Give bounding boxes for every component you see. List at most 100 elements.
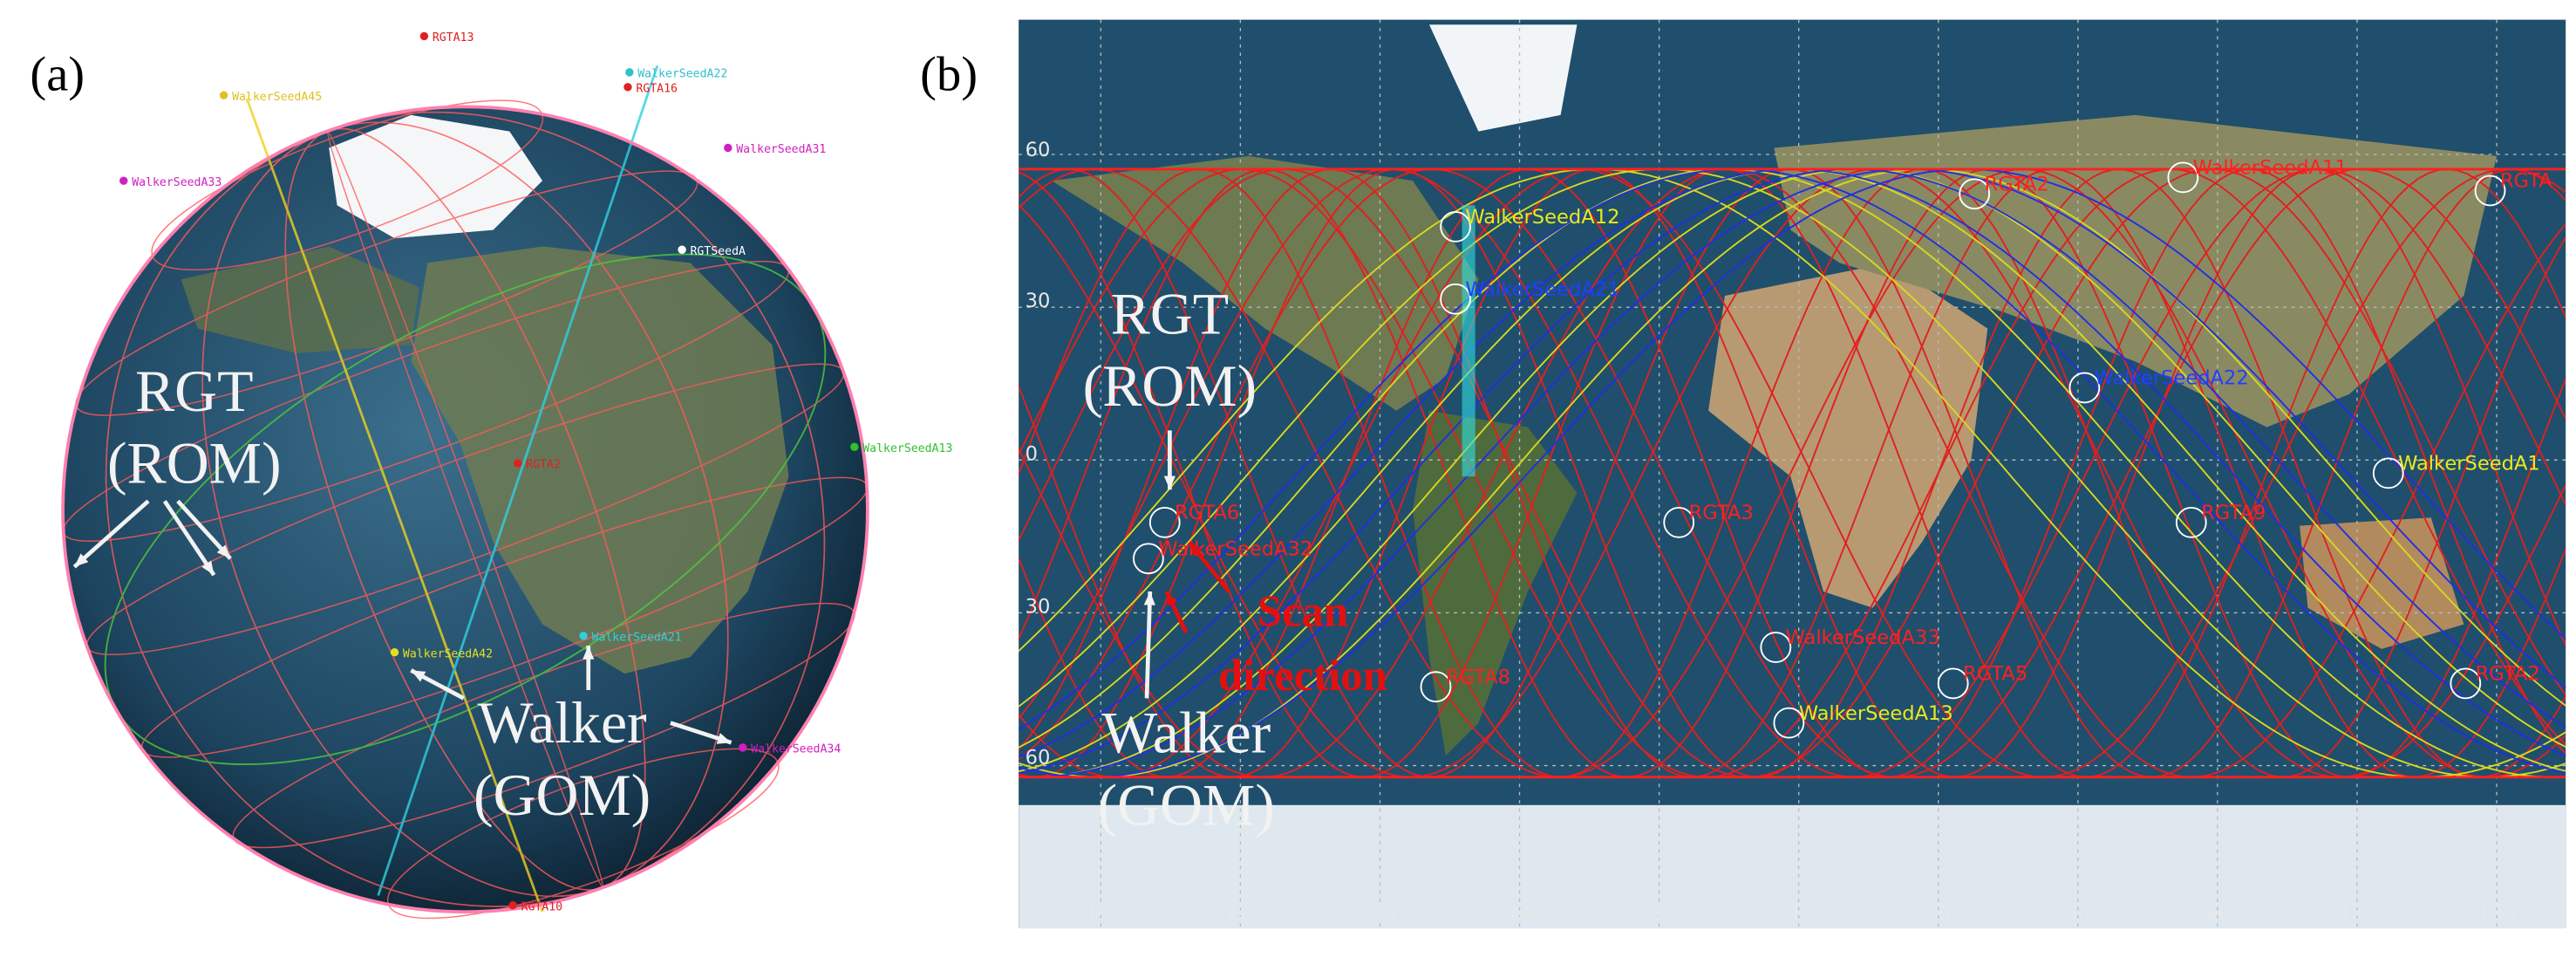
satellite-label: WalkerSeedA22 [2095,367,2249,390]
ground-track [1019,168,2566,778]
orbit [245,98,544,913]
satellite-label: RGTA [2500,170,2552,193]
satellite-marker [1420,671,1452,703]
satellite-marker [1959,178,1991,210]
satellite-label: WalkerSeedA33 [1786,626,1940,649]
satellite-marker [2450,667,2482,700]
satellite-label: WalkerSeedA13 [1799,702,1953,725]
satellite-label: WalkerSeedA32 [1158,538,1312,561]
panel-label: (b) [920,48,978,102]
satellite-marker [678,245,686,254]
satellite-label: RGTA5 [1963,663,2027,686]
satellite-marker [508,900,517,910]
arrow-head [74,553,89,567]
arrow-head [1143,591,1155,605]
arrow-head [216,544,231,559]
ground-track [1019,168,2566,775]
satellite-marker [1773,707,1805,739]
lon-label: -60 [1503,903,1536,926]
ground-track [1019,168,2566,778]
arrow-head [583,646,595,660]
scan-label: direction [1218,651,1387,700]
satellite-label: RGTA9 [2201,502,2266,524]
satellite-label: WalkerSeedA12 [1465,206,1619,229]
satellite-label: RGTA3 [1689,502,1754,524]
ground-track [1019,168,2566,778]
satellite-label: WalkerSeedA13 [862,442,952,455]
ground-track [1019,168,2566,778]
lat-label: 30 [1026,290,1051,312]
satellite-marker [1440,210,1471,243]
satellite-label: WalkerSeedA42 [403,647,493,660]
satellite-label: WalkerSeedA31 [736,143,826,156]
satellite-marker [390,647,399,657]
ground-track [1019,168,2566,778]
ground-track [1019,168,2566,778]
annotation: (ROM) [1083,353,1257,419]
lon-label: -120 [1218,903,1263,926]
annotation: RGT [1111,281,1230,346]
ground-track [1019,168,2566,778]
satellite-marker [2474,174,2506,207]
satellite-label: WalkerSeedA22 [637,68,727,81]
satellite-label: WalkerSeedA33 [132,176,221,189]
satellite-label: RGTA8 [1446,666,1510,688]
satellite-marker [2372,457,2404,489]
arrow-head [1163,475,1176,490]
lat-label: 60 [1026,139,1051,161]
satellite-marker [419,31,429,41]
satellite-marker [2167,161,2199,194]
lon-label: -90 [1364,903,1396,926]
arrow-head [716,733,732,744]
scan-label: Scan [1257,587,1349,636]
annotation: (ROM) [107,431,282,496]
satellite-marker [1440,283,1471,315]
orbit [377,65,659,896]
satellite-label: RGTA6 [1175,502,1239,524]
lon-label: -150 [1079,903,1123,926]
ground-track [1019,168,2566,778]
satellite-marker [2175,506,2207,538]
lon-label: 120 [2338,903,2375,926]
arrow-head [201,560,215,576]
arrow-head [411,670,426,682]
satellite-marker [724,143,733,153]
arrow [162,500,216,577]
satellite-marker [514,459,522,468]
satellite-label: RGTA13 [433,31,474,44]
annotation: (GOM) [474,762,651,828]
lat-label: 60 [1026,747,1051,769]
satellite-label: RGTSeedA [690,245,746,258]
satellite-label: WalkerSeedA21 [592,631,682,644]
satellite-label: WalkerSeedA1 [2398,453,2540,475]
satellite-label: RGTA2 [2476,663,2540,686]
ground-track [1019,168,2566,778]
satellite-marker [2068,372,2101,404]
satellite-marker [219,91,228,99]
satellite-marker [625,68,634,77]
satellite-marker [739,743,747,752]
arrow [72,499,150,569]
lon-label: 0 [1793,903,1805,926]
satellite-label: WalkerSeedA21 [1465,278,1619,301]
lon-label: 60 [2065,903,2090,926]
arrow [1144,591,1153,699]
lon-label: 150 [2478,903,2516,926]
lon-label: -30 [1643,903,1675,926]
satellite-label: RGTA2 [1984,173,2048,195]
lon-label: 30 [1925,903,1951,926]
arrow-head [1166,591,1178,606]
ground-track [1019,168,2566,778]
satellite-label: WalkerSeedA11 [2193,157,2348,180]
ground-track [1019,168,2566,778]
satellite-label: RGTA16 [636,82,678,95]
ground-track [1019,168,2566,778]
satellite-marker [1663,506,1695,538]
lat-label: 0 [1026,442,1038,465]
globe [61,65,869,920]
satellite-label: RGTA10 [521,900,563,913]
satellite-label: RGTA2 [526,459,561,472]
annotation: RGT [135,359,254,424]
satellite-marker [119,176,128,185]
